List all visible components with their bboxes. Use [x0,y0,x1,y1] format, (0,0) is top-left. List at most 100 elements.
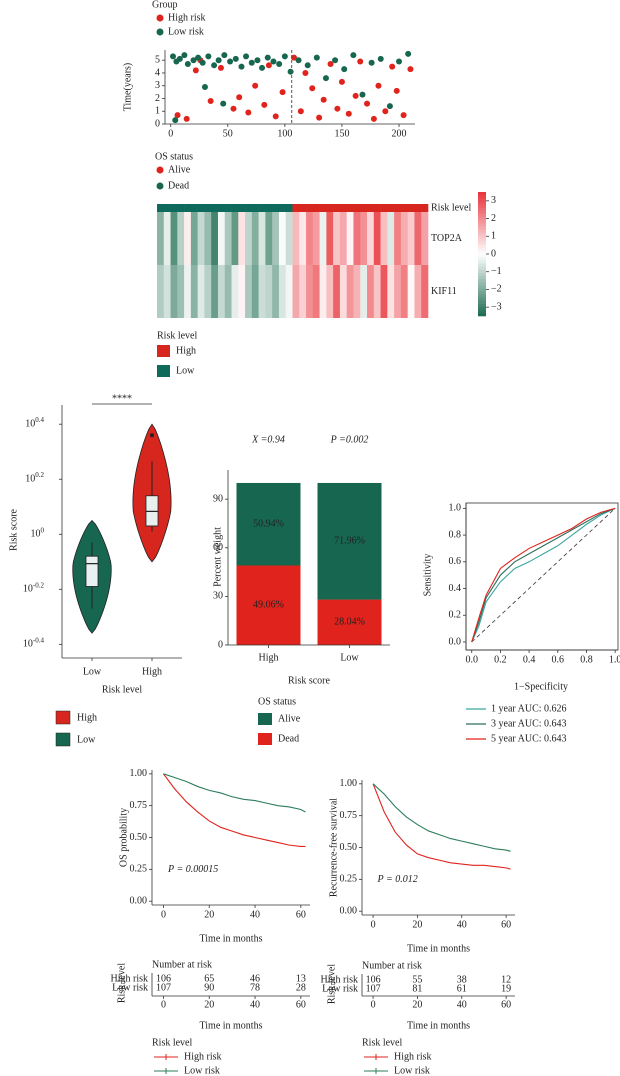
colorbar-segment [478,260,486,264]
y-axis-label: Risk score [8,508,19,551]
risk-cell [245,204,253,212]
point [215,57,222,64]
x-tick-label: 0.2 [494,654,507,665]
y-tick-label: 5 [155,55,160,66]
x-tick-label: 200 [392,128,407,139]
x-tick-label: 60 [296,909,306,920]
point [261,101,268,108]
point [172,117,179,124]
y-axis-label: Percent weight [212,527,223,587]
heat-cell [231,212,239,265]
risk-cell [346,204,354,212]
heat-cell [278,212,287,265]
point [405,50,412,57]
legend-label: High risk [184,1051,222,1062]
risk-table-x-label: Time in months [407,1020,470,1031]
x-tick-label: Low [340,652,359,663]
risk-cell [353,204,361,212]
heat-cell [353,265,361,318]
heat-cell [394,212,402,265]
colorbar-tick-label: 2 [491,213,496,224]
point [320,96,327,103]
heat-cell [157,265,165,318]
point [313,54,320,61]
risk-cell [170,204,178,212]
heat-cell [184,265,192,318]
risk-cell [265,204,273,212]
heat-cell [306,212,314,265]
bar-segment [236,482,301,566]
colorbar-segment [478,288,486,292]
y-tick-label: 1 [155,106,160,117]
x-tick-label: 0 [161,909,166,920]
heat-cell [245,212,253,265]
point [290,54,297,61]
heat-cell [367,212,375,265]
risk-count: 106 [366,974,381,985]
heat-cell [299,265,307,318]
heat-cell [157,212,165,265]
colorbar-tick-label: −3 [491,301,502,312]
risk-cell [177,204,185,212]
colorbar-segment [478,278,486,283]
legend-swatch [258,733,272,745]
point [279,89,286,96]
risk-count: 106 [156,973,171,984]
colorbar-segment [478,241,486,245]
risk-count: 38 [457,974,467,985]
colorbar-tick-label: 3 [491,195,496,206]
colorbar-segment [478,269,486,273]
heat-cell [272,265,280,318]
x-axis-label: Risk level [102,684,142,695]
y-tick-label: 1.00 [130,768,148,779]
legend-label: Alive [278,713,301,724]
risk-cell [272,204,280,212]
y-tick-label: 0.25 [130,864,148,875]
y-tick-label: 1.00 [340,778,358,789]
risk-cell [306,204,314,212]
y-axis-label: Sensitivity [422,554,433,597]
colorbar-tick-label: −1 [491,266,502,277]
colorbar-segment [478,309,486,314]
legend-label: Low risk [184,1065,220,1076]
bar-segment [317,599,382,645]
legend-title: Group [152,0,178,10]
y-tick-label: 0.0 [449,636,462,647]
legend-swatch [55,732,71,747]
point [211,62,218,69]
point [264,54,271,61]
x-tick-label: 50 [223,128,233,139]
significance: **** [112,393,132,404]
point [238,63,245,70]
point [352,92,359,99]
colorbar-segment [478,207,486,211]
series-line [471,507,616,643]
point [176,55,183,62]
risk-table-tick-label: 40 [250,999,260,1010]
legend-swatch [157,365,170,377]
risk-table-x-label: Time in months [200,1020,263,1031]
point [272,113,279,120]
risk-count: 46 [250,973,260,984]
risk-cell [421,204,429,212]
y-tick-label: 0.75 [130,800,148,811]
heat-cell [380,212,388,265]
y-tick-power: 0 [41,526,45,534]
heat-cell [285,265,293,318]
legend-marker [156,28,164,36]
heat-cell [184,212,192,265]
heat-cell [373,265,381,318]
point [370,115,377,122]
legend-label: Low risk [168,26,204,37]
legend-swatch [258,713,272,725]
colorbar-segment [478,281,486,286]
y-tick-label: 100.2 [25,471,44,485]
point [245,109,252,116]
risk-count: 55 [412,974,422,985]
colorbar-segment [478,198,486,202]
heat-cell [224,212,232,265]
heat-cell [231,265,239,318]
point [217,64,224,71]
heat-cell [170,265,178,318]
